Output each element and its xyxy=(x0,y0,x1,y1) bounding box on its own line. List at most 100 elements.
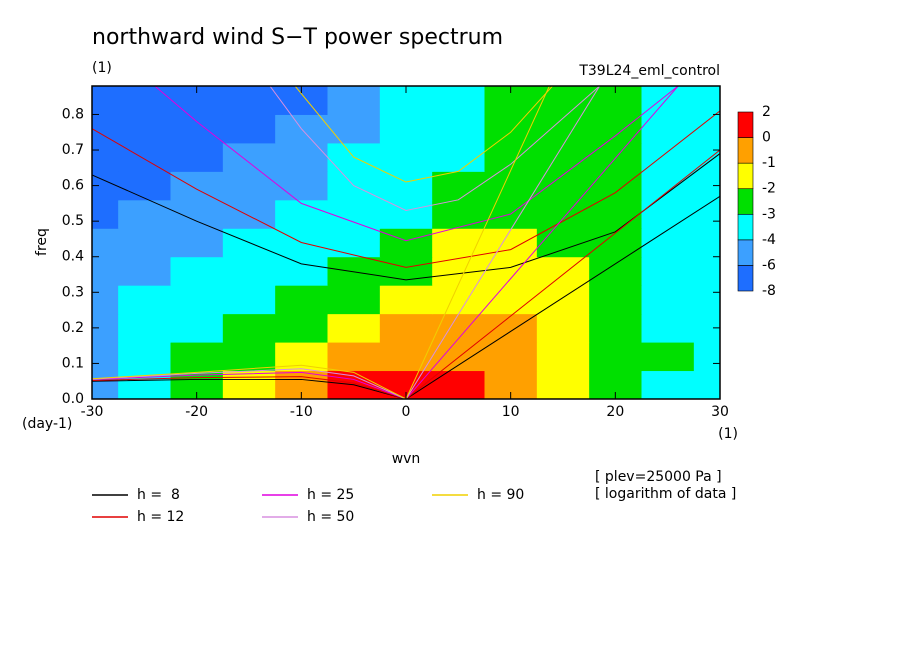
contour-cell xyxy=(118,171,171,201)
contour-cell xyxy=(641,228,695,258)
y-tick-label: 0.3 xyxy=(62,284,84,300)
legend-label: h = 8 xyxy=(137,487,180,503)
contour-cell xyxy=(641,114,695,144)
contour-cell xyxy=(432,199,485,229)
legend-label: h = 90 xyxy=(477,487,524,503)
contour-cell xyxy=(327,342,381,372)
colorbar-label: -8 xyxy=(762,283,776,299)
contour-cell xyxy=(118,285,171,315)
subtitle: (1) xyxy=(92,60,112,76)
dispersion-curve xyxy=(92,110,720,268)
contour-cell xyxy=(170,114,224,144)
contour-cell xyxy=(170,142,224,172)
colorbar-box xyxy=(737,137,754,164)
x-unit: (1) xyxy=(718,426,738,442)
contour-cell xyxy=(432,342,485,372)
contour-cell xyxy=(536,114,590,144)
colorbar-label: 2 xyxy=(762,104,771,120)
contour-cell xyxy=(275,285,328,315)
contour-cell xyxy=(589,171,642,201)
contour-cell xyxy=(484,114,538,144)
contour-cell xyxy=(327,199,381,229)
contour-cell xyxy=(536,142,590,172)
y-tick-label: 0.5 xyxy=(62,213,84,229)
contour-cell xyxy=(536,199,590,229)
contour-cell xyxy=(432,86,485,115)
contour-cell xyxy=(118,313,171,343)
contour-cell xyxy=(118,199,171,229)
contour-cell xyxy=(641,342,695,372)
dispersion-curve xyxy=(92,378,407,399)
y-tick-label: 0.4 xyxy=(62,249,84,265)
contour-cell xyxy=(432,171,485,201)
dispersion-curve xyxy=(92,364,407,399)
x-tick-label: -30 xyxy=(81,404,104,420)
dispersion-curve xyxy=(405,149,720,399)
contour-cell xyxy=(222,285,276,315)
contour-cell xyxy=(222,199,276,229)
contour-cell xyxy=(379,199,433,229)
y-tick-label: 0.1 xyxy=(62,355,84,371)
contour-cell xyxy=(536,370,590,399)
legend-label: h = 50 xyxy=(307,509,354,525)
contour-cell xyxy=(118,142,171,172)
dispersion-curve xyxy=(92,376,407,399)
contour-cell xyxy=(484,313,538,343)
colorbar-label: -3 xyxy=(762,206,776,222)
contour-cell xyxy=(222,171,276,201)
colorbar-label: -1 xyxy=(762,155,776,171)
contour-cell xyxy=(222,114,276,144)
contour-cell xyxy=(379,313,433,343)
colorbar-label: 0 xyxy=(762,130,771,146)
contour-cell xyxy=(222,86,276,115)
contour-cell xyxy=(379,228,433,258)
contour-cell xyxy=(432,228,485,258)
dispersion-curve xyxy=(405,195,720,399)
contour-cell xyxy=(118,228,171,258)
run-label: T39L24_eml_control xyxy=(578,63,720,79)
contour-cell xyxy=(589,313,642,343)
contour-cell xyxy=(641,86,695,115)
contour-cell xyxy=(92,142,119,172)
note: [ logarithm of data ] xyxy=(595,486,736,502)
contour-cell xyxy=(693,285,720,315)
dispersion-curve xyxy=(154,86,679,242)
contour-cell xyxy=(641,171,695,201)
dispersion-curve xyxy=(405,86,679,399)
contour-cell xyxy=(641,370,695,399)
contour-cell xyxy=(536,313,590,343)
contour-cell xyxy=(170,256,224,286)
contour-cell xyxy=(92,256,119,286)
contour-cell xyxy=(379,114,433,144)
contour-cell xyxy=(327,228,381,258)
contour-cell xyxy=(170,285,224,315)
contour-cell xyxy=(589,256,642,286)
contour-cell xyxy=(327,313,381,343)
colorbar-label: -2 xyxy=(762,181,776,197)
contour-cell xyxy=(222,313,276,343)
contour-cell xyxy=(275,171,328,201)
y-tick-label: 0.8 xyxy=(62,106,84,122)
dispersion-curve xyxy=(92,368,407,399)
contour-cell xyxy=(275,142,328,172)
colorbar-box xyxy=(737,265,754,292)
contour-cell xyxy=(693,256,720,286)
contour-cell xyxy=(693,342,720,372)
contour-cell xyxy=(432,370,485,399)
contour-cell xyxy=(379,171,433,201)
contour-cell xyxy=(379,342,433,372)
x-axis-label: wvn xyxy=(392,451,421,467)
dispersion-curve xyxy=(269,86,600,212)
contour-cell xyxy=(118,342,171,372)
contour-cell xyxy=(693,228,720,258)
dispersion-curve xyxy=(405,86,601,399)
contour-cell xyxy=(379,256,433,286)
contour-cell xyxy=(170,228,224,258)
colorbar-box xyxy=(737,111,754,138)
contour-cell xyxy=(484,171,538,201)
contour-cell xyxy=(92,114,119,144)
contour-cell xyxy=(327,256,381,286)
contour-cell xyxy=(92,370,119,399)
contour-cell xyxy=(275,313,328,343)
